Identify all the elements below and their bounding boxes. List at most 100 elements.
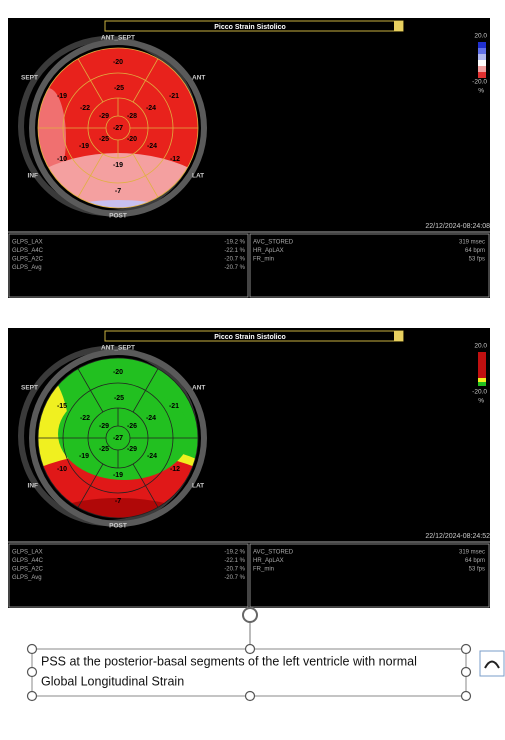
measure-name: GLPS_Avg	[12, 575, 42, 581]
measure-value: -20.7 %	[224, 567, 245, 573]
segment-value: -28	[127, 113, 137, 120]
table-left	[8, 543, 249, 608]
segment-value: -19	[79, 143, 89, 150]
segment-value: -19	[57, 93, 67, 100]
scale-min: -20.0	[472, 79, 487, 86]
resize-handle[interactable]	[26, 643, 38, 655]
info-value: 53 fps	[469, 567, 485, 573]
measure-name: GLPS_LAX	[12, 550, 43, 556]
strain-green-core	[58, 388, 190, 480]
scale-max: 20.0	[474, 33, 487, 40]
segment-divider	[77, 463, 104, 508]
resize-handle[interactable]	[244, 643, 256, 655]
scale-max: 20.0	[474, 343, 487, 350]
segment-value: -24	[146, 105, 156, 112]
caption-line: Global Longitudinal Strain	[41, 674, 184, 688]
view-label: LAT	[192, 483, 204, 490]
view-label: ANT	[192, 385, 205, 392]
segment-value: -15	[57, 403, 67, 410]
segment-value: -20	[113, 59, 123, 66]
info-value: 64 bpm	[465, 558, 485, 564]
colorbar-step	[478, 378, 486, 382]
segment-value: -27	[113, 435, 123, 442]
info-value: 64 bpm	[465, 248, 485, 254]
info-name: AVC_STORED	[253, 550, 294, 556]
segment-value: -27	[113, 125, 123, 132]
segment-value: -25	[114, 85, 124, 92]
segment-value: -25	[99, 136, 109, 143]
segment-divider	[132, 463, 159, 508]
segment-value: -29	[127, 446, 137, 453]
resize-handle[interactable]	[26, 690, 38, 702]
view-label: ANT	[192, 75, 205, 82]
segment-value: -25	[114, 395, 124, 402]
view-label: ANT_SEPT	[101, 35, 135, 42]
view-label: LAT	[192, 173, 204, 180]
segment-divider	[132, 153, 159, 198]
info-name: FR_min	[253, 567, 274, 573]
measure-value: -20.7 %	[224, 575, 245, 581]
measure-name: GLPS_Avg	[12, 265, 42, 271]
segment-divider	[77, 368, 104, 413]
panel-title: Picco Strain Sistolico	[214, 24, 286, 31]
resize-handle[interactable]	[244, 690, 256, 702]
segment-value: -19	[113, 162, 123, 169]
segment-value: -7	[115, 498, 121, 505]
table-right	[249, 233, 490, 298]
segment-value: -12	[170, 466, 180, 473]
view-label: SEPT	[21, 385, 38, 392]
view-label: ANT_SEPT	[101, 345, 135, 352]
ring	[29, 39, 207, 217]
colorbar-step	[478, 48, 486, 54]
colorbar-step	[478, 352, 486, 378]
measure-value: -20.7 %	[224, 265, 245, 271]
segment-divider	[77, 58, 104, 103]
resize-handle[interactable]	[26, 666, 38, 678]
resize-handle[interactable]	[460, 690, 472, 702]
resize-handle[interactable]	[460, 666, 472, 678]
measure-name: GLPS_A4C	[12, 558, 44, 564]
segment-value: -22	[80, 415, 90, 422]
strain-red	[38, 453, 198, 518]
colorbar-step	[478, 54, 486, 60]
ring	[29, 349, 207, 527]
measure-name: GLPS_A2C	[12, 257, 44, 263]
table-right	[249, 543, 490, 608]
view-label: POST	[109, 213, 127, 220]
segment-value: -12	[170, 156, 180, 163]
segment-value: -19	[113, 472, 123, 479]
segment-value: -7	[115, 188, 121, 195]
segment-value: -26	[127, 423, 137, 430]
segment-value: -20	[113, 369, 123, 376]
view-label: SEPT	[21, 75, 38, 82]
info-name: HR_ApLAX	[253, 248, 284, 254]
scale-min: -20.0	[472, 389, 487, 396]
colorbar-step	[478, 42, 486, 48]
scale-unit: %	[478, 398, 484, 405]
view-label: INF	[28, 173, 39, 180]
info-value: 319 msec	[459, 240, 485, 246]
dropdown-button	[394, 21, 403, 31]
segment-value: -20	[127, 136, 137, 143]
info-name: AVC_STORED	[253, 240, 294, 246]
segment-value: -21	[169, 93, 179, 100]
info-name: HR_ApLAX	[253, 558, 284, 564]
timestamp: 22/12/2024-08:24:08	[425, 223, 490, 230]
layout-icon	[484, 660, 500, 669]
measure-value: -19.2 %	[224, 550, 245, 556]
segment-value: -24	[147, 453, 157, 460]
layout-options-button[interactable]	[479, 650, 505, 677]
rotate-handle[interactable]	[242, 607, 258, 623]
segment-value: -21	[169, 403, 179, 410]
segment-divider	[77, 153, 104, 198]
info-value: 319 msec	[459, 550, 485, 556]
measure-value: -22.1 %	[224, 558, 245, 564]
info-name: FR_min	[253, 257, 274, 263]
segment-divider	[132, 58, 159, 103]
segment-value: -25	[99, 446, 109, 453]
measure-name: GLPS_LAX	[12, 240, 43, 246]
measure-name: GLPS_A4C	[12, 248, 44, 254]
segment-value: -29	[99, 113, 109, 120]
resize-handle[interactable]	[460, 643, 472, 655]
